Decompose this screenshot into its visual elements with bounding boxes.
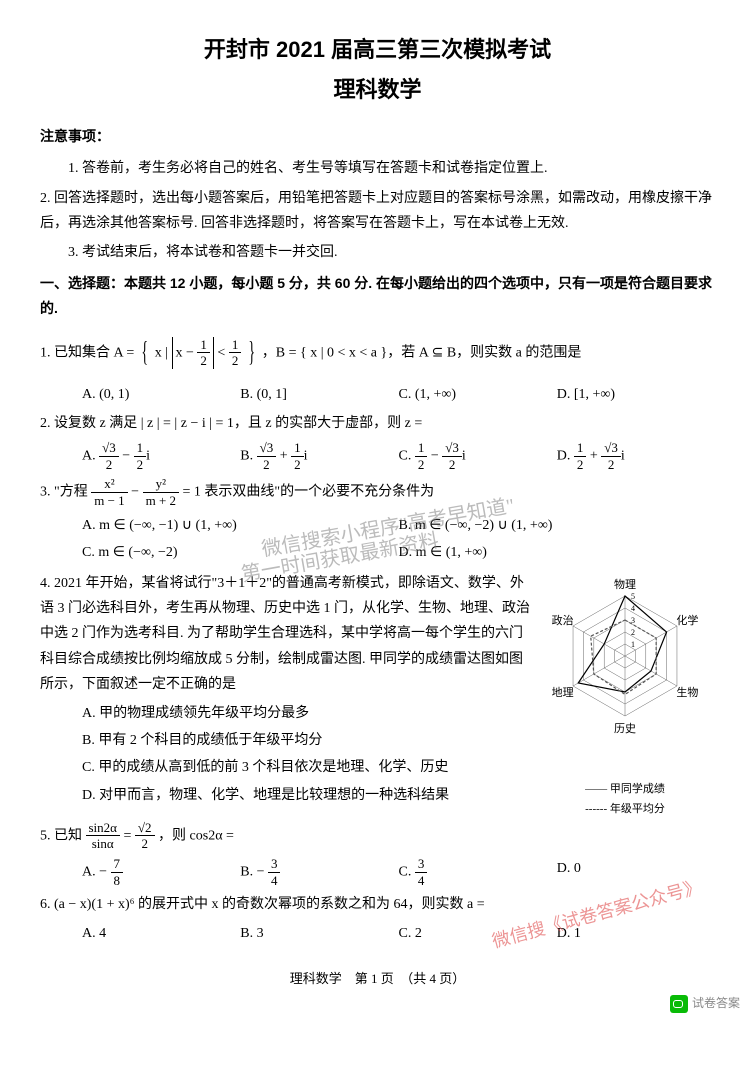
q3-opt-b: B. m ∈ (−∞, −2) ∪ (1, +∞) — [399, 513, 716, 538]
question-2: 2. 设复数 z 满足 | z | = | z − i | = 1，且 z 的实… — [40, 411, 715, 436]
svg-text:4: 4 — [631, 604, 635, 613]
q2-opt-a: A. √32 − 12i — [82, 440, 240, 472]
wechat-label: 试卷答案 — [692, 993, 740, 1015]
question-1: 1. 已知集合 A = { x | x − 12 < 12 } ，B = { x… — [40, 328, 715, 378]
q5-eq: = — [123, 828, 134, 843]
svg-text:1: 1 — [631, 640, 635, 649]
q1-opt-c: C. (1, +∞) — [399, 382, 557, 407]
question-5: 5. 已知 sin2αsinα = √22 ，则 cos2α = — [40, 820, 715, 852]
q1-opt-a: A. (0, 1) — [82, 382, 240, 407]
q6-options: A. 4 B. 3 C. 2 D. 1 — [40, 921, 715, 946]
q3-opt-d: D. m ∈ (1, +∞) — [399, 540, 716, 565]
wechat-icon — [670, 995, 688, 1013]
q2-opt-b: B. √32 + 12i — [240, 440, 398, 472]
q3-frac1: x²m − 1 — [91, 476, 127, 508]
q6-opt-b: B. 3 — [240, 921, 398, 946]
brace-l: { — [141, 328, 148, 378]
q1-stem-b: ，B = { x | 0 < x < a }，若 A ⊆ B，则实数 a 的范围… — [262, 345, 582, 360]
q3-mid: − — [131, 485, 142, 500]
section-1-heading: 一、选择题：本题共 12 小题，每小题 5 分，共 60 分. 在每小题给出的四… — [40, 271, 715, 321]
q5-b: ，则 cos2α = — [158, 828, 234, 843]
notice-3: 3. 考试结束后，将本试卷和答题卡一并交回. — [40, 240, 715, 265]
q1-options: A. (0, 1) B. (0, 1] C. (1, +∞) D. [1, +∞… — [40, 382, 715, 407]
wechat-account: 试卷答案 — [670, 993, 740, 1015]
q1-lt: < — [217, 345, 228, 360]
q5-opt-b: B. − 34 — [240, 856, 398, 888]
q4-opt-b: B. 甲有 2 个科目的成绩低于年级平均分 — [40, 728, 535, 753]
svg-text:地理: 地理 — [552, 686, 574, 699]
q1-abs: x − 12 — [172, 337, 214, 369]
svg-text:物理: 物理 — [614, 577, 636, 591]
title-line-2: 理科数学 — [40, 70, 715, 110]
radar-chart-container: 物理化学生物历史地理政治12345 —— 甲同学成绩 ------ 年级平均分 — [535, 571, 715, 820]
notice-2: 2. 回答选择题时，选出每小题答案后，用铅笔把答题卡上对应题目的答案标号涂黑，如… — [40, 186, 715, 236]
q2-options: A. √32 − 12i B. √32 + 12i C. 12 − √32i D… — [40, 440, 715, 472]
q1-opt-b: B. (0, 1] — [240, 382, 398, 407]
svg-text:5: 5 — [631, 592, 635, 601]
q4-opt-d: D. 对甲而言，物理、化学、地理是比较理想的一种选科结果 — [40, 783, 535, 808]
q5-options: A. − 78 B. − 34 C. 34 D. 0 — [40, 856, 715, 888]
radar-legend-1: —— 甲同学成绩 — [535, 780, 715, 800]
page-footer: 理科数学 第 1 页 （共 4 页） — [40, 967, 715, 990]
q6-opt-d: D. 1 — [557, 921, 715, 946]
brace-r: } — [248, 328, 255, 378]
q1-stem-a: 1. 已知集合 A = — [40, 345, 138, 360]
q2-opt-c: C. 12 − √32i — [399, 440, 557, 472]
svg-text:生物: 生物 — [676, 685, 698, 699]
q4-opt-a: A. 甲的物理成绩领先年级平均分最多 — [40, 701, 535, 726]
q5-frac1: sin2αsinα — [86, 820, 120, 852]
svg-text:历史: 历史 — [614, 722, 636, 735]
radar-chart: 物理化学生物历史地理政治12345 — [535, 571, 715, 771]
q3-b: = 1 表示双曲线"的一个必要不充分条件为 — [183, 485, 435, 500]
svg-text:2: 2 — [631, 628, 635, 637]
q3-frac2: y²m + 2 — [143, 476, 179, 508]
q3-opt-a: A. m ∈ (−∞, −1) ∪ (1, +∞) — [82, 513, 399, 538]
q1-set-inner: x | — [155, 345, 168, 360]
q1-opt-d: D. [1, +∞) — [557, 382, 715, 407]
q5-opt-d: D. 0 — [557, 856, 715, 888]
radar-legend-2: ------ 年级平均分 — [535, 800, 715, 820]
q3-a: 3. "方程 — [40, 485, 91, 500]
title-line-1: 开封市 2021 届高三第三次模拟考试 — [40, 30, 715, 70]
q5-a: 5. 已知 — [40, 828, 86, 843]
q4-opt-c: C. 甲的成绩从高到低的前 3 个科目依次是地理、化学、历史 — [40, 755, 535, 780]
q3-options: A. m ∈ (−∞, −1) ∪ (1, +∞) B. m ∈ (−∞, −2… — [40, 513, 715, 567]
svg-text:政治: 政治 — [552, 613, 574, 627]
question-4-row: 4. 2021 年开始，某省将试行"3＋1＋2"的普通高考新模式，即除语文、数学… — [40, 571, 715, 820]
q3-opt-c: C. m ∈ (−∞, −2) — [82, 540, 399, 565]
q5-frac2: √22 — [135, 820, 155, 852]
q5-opt-c: C. 34 — [399, 856, 557, 888]
frac-half-1: 12 — [197, 337, 210, 369]
question-4: 4. 2021 年开始，某省将试行"3＋1＋2"的普通高考新模式，即除语文、数学… — [40, 571, 535, 697]
q1-abs-a: x − — [176, 345, 198, 360]
frac-half-2: 12 — [229, 337, 242, 369]
question-6: 6. (a − x)(1 + x)⁶ 的展开式中 x 的奇数次幂项的系数之和为 … — [40, 892, 715, 917]
q5-opt-a: A. − 78 — [82, 856, 240, 888]
notice-heading: 注意事项： — [40, 125, 715, 150]
q6-opt-c: C. 2 — [399, 921, 557, 946]
question-3: 3. "方程 x²m − 1 − y²m + 2 = 1 表示双曲线"的一个必要… — [40, 476, 715, 508]
q6-opt-a: A. 4 — [82, 921, 240, 946]
svg-text:化学: 化学 — [676, 613, 698, 627]
notice-1: 1. 答卷前，考生务必将自己的姓名、考生号等填写在答题卡和试卷指定位置上. — [40, 156, 715, 181]
q2-opt-d: D. 12 + √32i — [557, 440, 715, 472]
